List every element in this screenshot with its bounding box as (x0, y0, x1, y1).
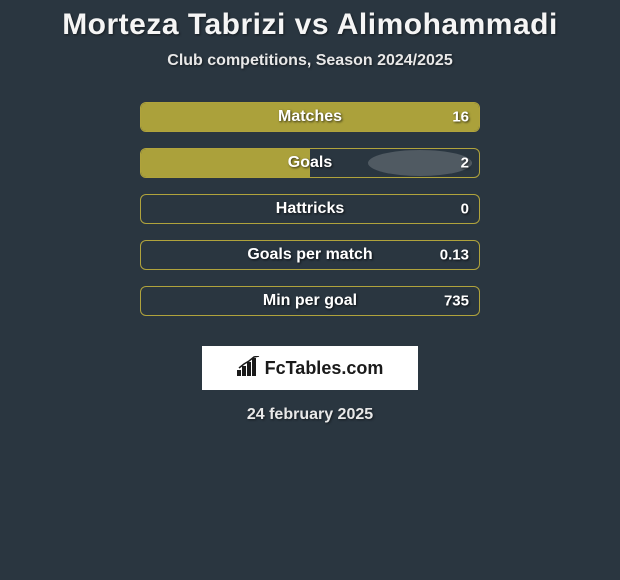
stat-bar-track: Goals 2 (140, 148, 480, 178)
stat-label: Goals per match (247, 246, 372, 264)
stat-value: 16 (452, 109, 469, 126)
date-label: 24 february 2025 (247, 406, 373, 424)
stat-label: Hattricks (276, 200, 344, 218)
stat-value: 0 (461, 201, 469, 218)
stat-bar-track: Hattricks 0 (140, 194, 480, 224)
stat-value: 2 (461, 155, 469, 172)
brand-name: FcTables.com (265, 358, 384, 379)
stat-bar-track: Min per goal 735 (140, 286, 480, 316)
stat-label: Goals (288, 154, 332, 172)
stat-row: Hattricks 0 (140, 192, 480, 226)
stat-row: Min per goal 735 (140, 284, 480, 318)
brand-logo-text: FcTables.com (237, 356, 384, 381)
stat-value: 0.13 (440, 247, 469, 264)
stat-bar-fill (141, 149, 310, 177)
stat-label: Matches (278, 108, 342, 126)
brand-logo-box: FcTables.com (202, 346, 418, 390)
stat-row: Goals per match 0.13 (140, 238, 480, 272)
chart-icon (237, 356, 261, 381)
page-title: Morteza Tabrizi vs Alimohammadi (62, 8, 558, 42)
stat-bar-track: Goals per match 0.13 (140, 240, 480, 270)
infographic-container: Morteza Tabrizi vs Alimohammadi Club com… (0, 0, 620, 424)
stats-area: Matches 16 Goals 2 Hattricks 0 Goals per match… (140, 100, 480, 330)
page-subtitle: Club competitions, Season 2024/2025 (167, 52, 452, 70)
stat-row: Matches 16 (140, 100, 480, 134)
stat-value: 735 (444, 293, 469, 310)
stat-row: Goals 2 (140, 146, 480, 180)
stat-label: Min per goal (263, 292, 357, 310)
stat-bar-track: Matches 16 (140, 102, 480, 132)
